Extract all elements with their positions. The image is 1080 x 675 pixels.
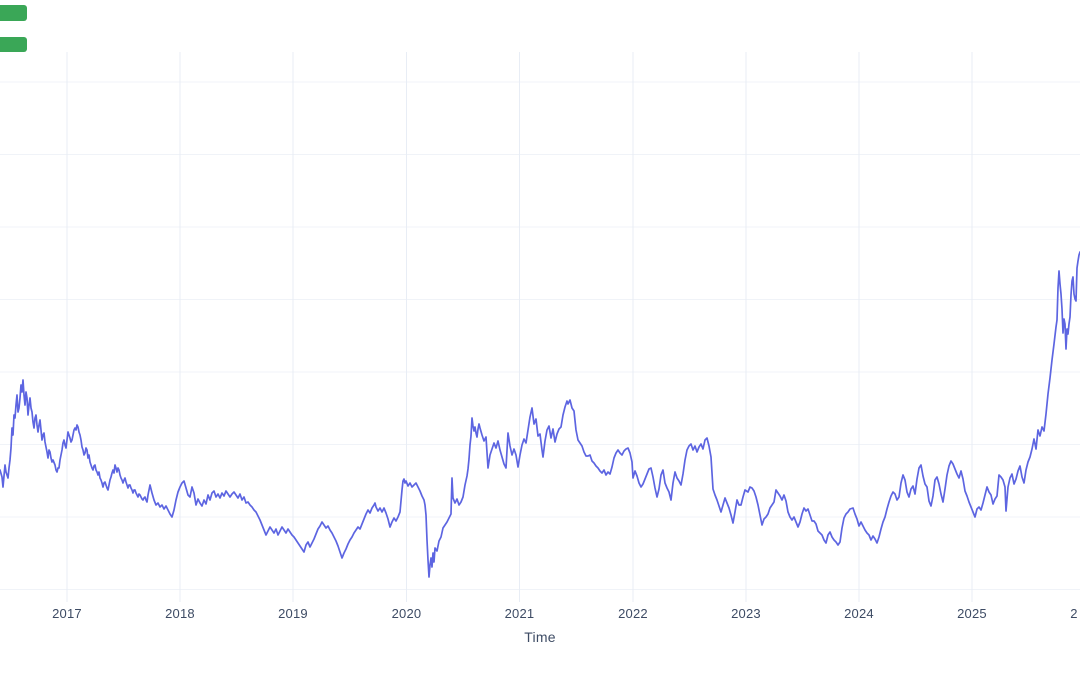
price-line-series xyxy=(0,251,1080,578)
clipped-green-button-top[interactable] xyxy=(0,5,27,21)
x-axis-title: Time xyxy=(524,629,555,645)
x-tick-label: 2018 xyxy=(165,606,195,621)
x-axis-tick-labels: 2017 2018 2019 2020 2021 2022 2023 2024 2025 2 xyxy=(52,606,1077,621)
x-tick-label: 2017 xyxy=(52,606,82,621)
clipped-green-button-bottom[interactable] xyxy=(0,37,27,52)
x-tick-label: 2025 xyxy=(957,606,987,621)
x-tick-label: 2023 xyxy=(731,606,761,621)
x-tick-label: 2020 xyxy=(392,606,422,621)
vertical-gridlines xyxy=(66,52,973,602)
x-tick-label: 2024 xyxy=(844,606,874,621)
x-tick-label: 2019 xyxy=(278,606,308,621)
x-tick-label: 2021 xyxy=(505,606,535,621)
x-tick-label: 2 xyxy=(1070,606,1077,621)
chart-plot-area[interactable] xyxy=(0,52,1080,590)
x-tick-label: 2022 xyxy=(618,606,648,621)
